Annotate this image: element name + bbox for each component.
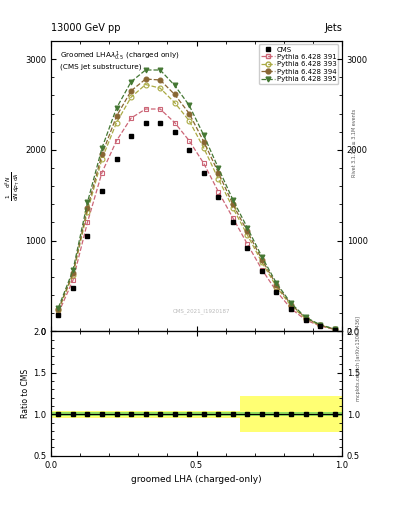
- Y-axis label: Ratio to CMS: Ratio to CMS: [21, 369, 30, 418]
- Text: Jets: Jets: [324, 23, 342, 33]
- Text: mcplots.cern.ch [arXiv:1306.3436]: mcplots.cern.ch [arXiv:1306.3436]: [356, 316, 361, 401]
- Text: Groomed LHA$\lambda^{1}_{0.5}$ (charged only)
(CMS jet substructure): Groomed LHA$\lambda^{1}_{0.5}$ (charged …: [60, 50, 179, 71]
- Y-axis label: $\frac{1}{\mathrm{d}N}\frac{\mathrm{d}^2N}{\mathrm{d}p_\mathrm{T}\,\mathrm{d}\la: $\frac{1}{\mathrm{d}N}\frac{\mathrm{d}^2…: [4, 172, 22, 201]
- Text: Rivet 3.1.10, ≥ 3.1M events: Rivet 3.1.10, ≥ 3.1M events: [352, 109, 357, 178]
- Text: 13000 GeV pp: 13000 GeV pp: [51, 23, 121, 33]
- Legend: CMS, Pythia 6.428 391, Pythia 6.428 393, Pythia 6.428 394, Pythia 6.428 395: CMS, Pythia 6.428 391, Pythia 6.428 393,…: [259, 45, 338, 84]
- Bar: [51, 411, 240, 417]
- Bar: [240, 396, 342, 433]
- Bar: [51, 412, 342, 416]
- X-axis label: groomed LHA (charged-only): groomed LHA (charged-only): [131, 475, 262, 484]
- Text: CMS_2021_I1920187: CMS_2021_I1920187: [173, 308, 231, 314]
